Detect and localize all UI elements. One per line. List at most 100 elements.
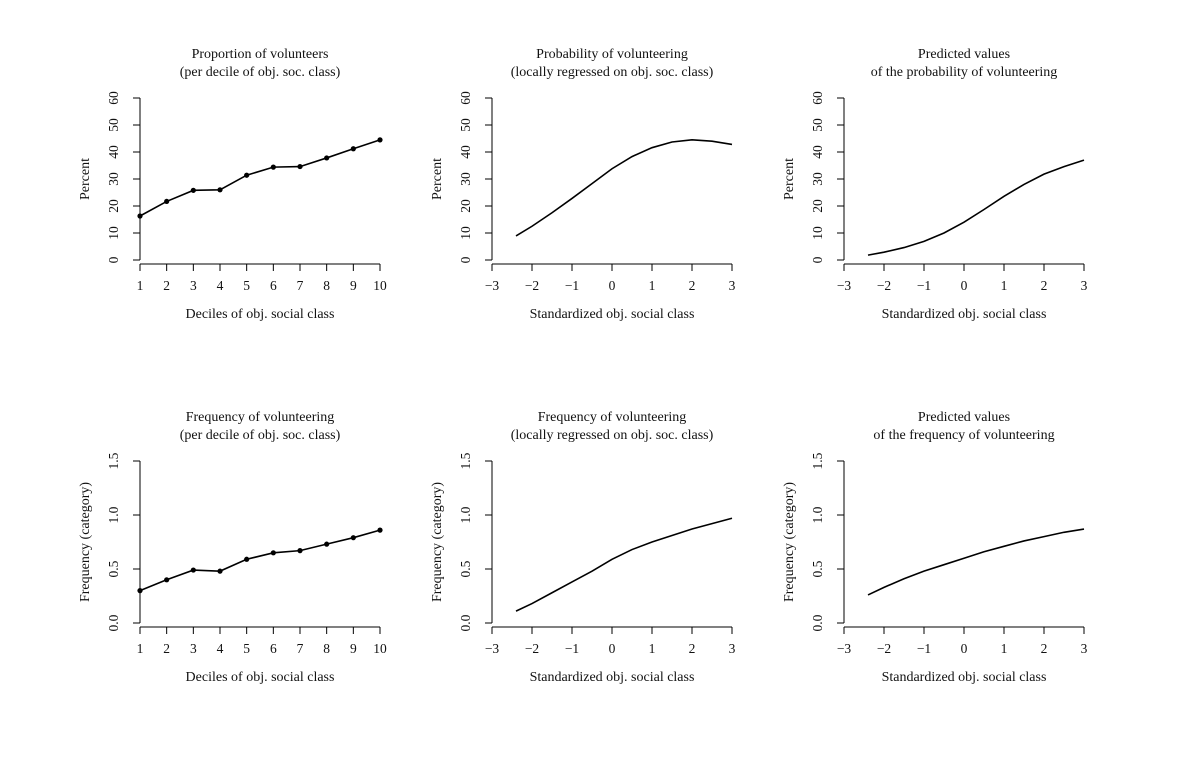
y-axis-label: Percent (430, 158, 445, 200)
x-tick-label: 2 (689, 641, 696, 656)
x-tick-label: −2 (525, 278, 539, 293)
chart-svg: Predicted values of the frequency of volu… (782, 410, 1088, 685)
panel-probability-predicted: Predicted values of the probability of vo… (774, 38, 1126, 390)
data-point (297, 548, 303, 554)
chart-title-line: Probability of volunteering (536, 47, 688, 62)
y-tick-label: 0 (810, 256, 825, 263)
chart-svg: Frequency of volunteering (locally regres… (430, 410, 736, 685)
y-axis-label: Percent (782, 158, 797, 200)
data-point (137, 213, 143, 219)
x-axis-label: Deciles of obj. social class (186, 307, 335, 322)
x-tick-label: −2 (525, 641, 539, 656)
chart-svg: Frequency of volunteering (per decile of … (78, 410, 387, 685)
x-tick-label: 1 (649, 641, 656, 656)
x-tick-label: −1 (917, 278, 931, 293)
chart-title-line: of the probability of volunteering (871, 65, 1058, 80)
x-tick-label: 2 (1041, 278, 1048, 293)
series-line (139, 529, 381, 592)
x-axis-label: Standardized obj. social class (530, 307, 695, 322)
x-tick-label: 10 (373, 641, 387, 656)
series-line (139, 139, 381, 217)
chart-title-line: Predicted values (918, 47, 1010, 62)
y-tick-label: 50 (106, 118, 121, 132)
data-point (270, 164, 276, 170)
x-tick-label: 0 (961, 278, 968, 293)
series-line (867, 159, 1085, 256)
y-tick-label: 20 (458, 199, 473, 213)
x-tick-label: 9 (350, 278, 357, 293)
chart-svg: Proportion of volunteers (per decile of o… (78, 47, 387, 322)
x-tick-label: 6 (270, 641, 277, 656)
chart-svg: Probability of volunteering (locally regr… (430, 47, 736, 322)
y-tick-label: 0.5 (810, 560, 825, 577)
x-tick-label: −3 (485, 641, 500, 656)
y-tick-label: 0.0 (106, 614, 121, 631)
panel-frequency-deciles: Frequency of volunteering (per decile of … (70, 401, 422, 753)
data-point (190, 567, 196, 573)
y-tick-label: 1.0 (106, 506, 121, 523)
x-tick-label: 3 (1081, 641, 1088, 656)
data-point (377, 527, 383, 533)
data-point (270, 550, 276, 556)
data-point (217, 568, 223, 574)
y-tick-label: 20 (106, 199, 121, 213)
x-tick-label: 7 (297, 641, 304, 656)
x-tick-label: 2 (163, 278, 170, 293)
y-axis-label: Percent (78, 158, 93, 200)
series-line (515, 139, 733, 237)
y-tick-label: 0.0 (458, 614, 473, 631)
y-tick-label: 30 (458, 172, 473, 186)
chart-title-line: Predicted values (918, 410, 1010, 425)
chart-title-line: (per decile of obj. soc. class) (180, 65, 341, 80)
x-tick-label: 0 (609, 278, 616, 293)
series-line (867, 528, 1085, 596)
y-tick-label: 10 (458, 226, 473, 240)
chart-title-line: Proportion of volunteers (192, 47, 329, 62)
y-tick-label: 40 (458, 145, 473, 159)
x-tick-label: −1 (917, 641, 931, 656)
y-tick-label: 1.0 (810, 506, 825, 523)
y-tick-label: 0.5 (458, 560, 473, 577)
data-point (164, 198, 170, 205)
y-tick-label: 30 (106, 172, 121, 186)
x-tick-label: 10 (373, 278, 387, 293)
x-tick-label: 3 (729, 641, 736, 656)
y-tick-label: 1.5 (106, 452, 121, 469)
y-tick-label: 40 (106, 145, 121, 159)
x-tick-label: 8 (323, 641, 330, 656)
data-point (350, 535, 356, 541)
x-tick-label: 3 (729, 278, 736, 293)
x-tick-label: 2 (689, 278, 696, 293)
x-tick-label: 4 (217, 278, 224, 293)
chart-title-line: Frequency of volunteering (186, 410, 335, 425)
x-tick-label: 1 (1001, 278, 1008, 293)
x-tick-label: 1 (137, 278, 144, 293)
x-tick-label: 1 (649, 278, 656, 293)
data-point (190, 187, 196, 193)
y-tick-label: 60 (106, 91, 121, 105)
data-point (164, 577, 170, 583)
x-tick-label: −3 (837, 278, 852, 293)
panel-proportion-volunteers: Proportion of volunteers (per decile of o… (70, 38, 422, 390)
chart-title-line: Frequency of volunteering (538, 410, 687, 425)
x-tick-label: 3 (190, 641, 197, 656)
x-axis-label: Standardized obj. social class (882, 670, 1047, 685)
panel-frequency-predicted: Predicted values of the frequency of volu… (774, 401, 1126, 753)
data-point (324, 155, 330, 161)
x-tick-label: −2 (877, 641, 891, 656)
x-tick-label: 2 (163, 641, 170, 656)
x-tick-label: 3 (1081, 278, 1088, 293)
x-axis-label: Standardized obj. social class (530, 670, 695, 685)
y-tick-label: 1.5 (458, 452, 473, 469)
x-tick-label: 0 (609, 641, 616, 656)
data-point (137, 588, 143, 594)
x-tick-label: 1 (1001, 641, 1008, 656)
x-tick-label: 5 (243, 278, 250, 293)
chart-svg: Predicted values of the probability of vo… (782, 47, 1088, 322)
y-tick-label: 0 (106, 256, 121, 263)
x-tick-label: 7 (297, 278, 304, 293)
y-tick-label: 60 (810, 91, 825, 105)
x-tick-label: −2 (877, 278, 891, 293)
y-axis-label: Frequency (category) (430, 482, 445, 602)
data-point (350, 146, 356, 152)
